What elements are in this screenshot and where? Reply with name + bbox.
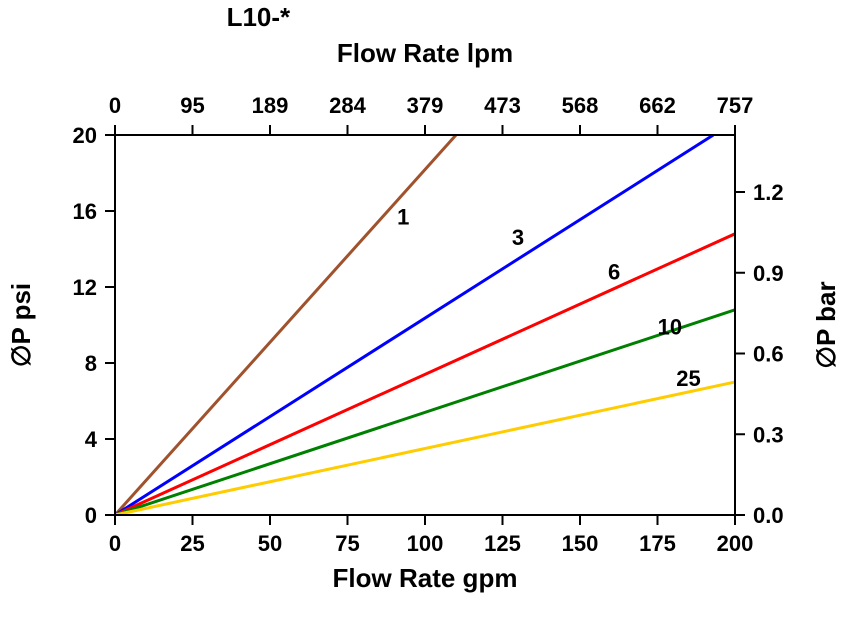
x-top-ticks: 0 95 189 284 379 473 568 662 757 (109, 93, 753, 135)
x-top-tick-label: 568 (562, 93, 599, 118)
y-left-tick-label: 20 (73, 123, 97, 148)
chart-title: L10-* (227, 2, 291, 32)
y-right-axis-label: ∅P bar (811, 281, 841, 368)
x-bottom-tick-label: 175 (639, 531, 676, 556)
pressure-flow-chart: L10-* Flow Rate lpm Flow Rate gpm ∅P psi… (0, 0, 858, 634)
x-bottom-tick-label: 25 (180, 531, 204, 556)
x-top-tick-label: 284 (329, 93, 366, 118)
y-right-tick-label: 0.3 (753, 422, 784, 447)
y-left-axis-label: ∅P psi (6, 283, 36, 367)
series-line-3 (115, 135, 713, 515)
y-right-tick-label: 0.6 (753, 342, 784, 367)
x-top-tick-label: 473 (484, 93, 521, 118)
x-bottom-tick-label: 150 (562, 531, 599, 556)
x-bottom-tick-label: 200 (717, 531, 754, 556)
y-left-ticks: 0 4 8 12 16 20 (73, 123, 115, 528)
series-lines (115, 135, 735, 515)
y-left-tick-label: 8 (85, 351, 97, 376)
x-top-tick-label: 662 (639, 93, 676, 118)
y-right-tick-label: 0.0 (753, 503, 784, 528)
x-bottom-axis-label: Flow Rate gpm (333, 563, 518, 593)
plot-border (115, 135, 735, 515)
series-line-6 (115, 234, 735, 515)
x-top-tick-label: 0 (109, 93, 121, 118)
series-labels: 1 3 6 10 25 (397, 204, 701, 390)
series-label-1: 1 (397, 204, 409, 229)
x-bottom-tick-label: 125 (484, 531, 521, 556)
x-top-tick-label: 379 (407, 93, 444, 118)
x-top-tick-label: 189 (252, 93, 289, 118)
x-top-tick-label: 757 (717, 93, 754, 118)
series-label-6: 6 (608, 259, 620, 284)
x-top-tick-label: 95 (180, 93, 204, 118)
x-bottom-tick-label: 50 (258, 531, 282, 556)
series-label-10: 10 (658, 315, 682, 340)
y-left-tick-label: 4 (85, 427, 98, 452)
y-right-tick-label: 1.2 (753, 180, 784, 205)
x-bottom-tick-label: 75 (335, 531, 359, 556)
x-bottom-tick-label: 0 (109, 531, 121, 556)
x-bottom-ticks: 0 25 50 75 100 125 150 175 200 (109, 515, 753, 556)
y-left-tick-label: 12 (73, 275, 97, 300)
x-bottom-tick-label: 100 (407, 531, 444, 556)
y-left-tick-label: 16 (73, 199, 97, 224)
series-label-25: 25 (676, 366, 700, 391)
series-line-25 (115, 382, 735, 515)
x-top-axis-label: Flow Rate lpm (337, 38, 513, 68)
y-left-tick-label: 0 (85, 503, 97, 528)
y-right-ticks: 0.0 0.3 0.6 0.9 1.2 (735, 180, 784, 528)
y-right-tick-label: 0.9 (753, 261, 784, 286)
series-label-3: 3 (512, 225, 524, 250)
